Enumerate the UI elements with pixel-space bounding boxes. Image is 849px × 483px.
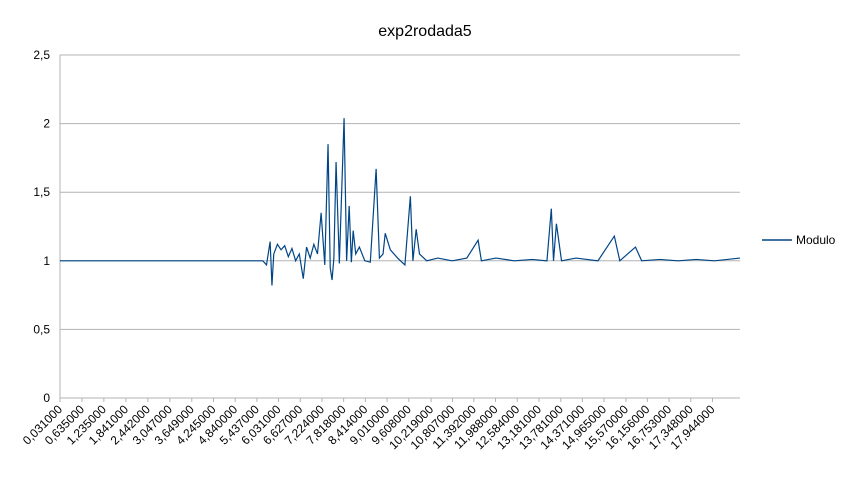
y-tick-label: 1,5 xyxy=(33,185,50,199)
data-line xyxy=(60,118,741,286)
legend-label: Modulo xyxy=(796,233,836,247)
y-tick-label: 0,5 xyxy=(33,322,50,336)
y-tick-label: 0 xyxy=(43,391,50,405)
chart-title: exp2rodada5 xyxy=(378,23,472,40)
y-tick-label: 2 xyxy=(43,117,50,131)
y-tick-label: 1 xyxy=(43,254,50,268)
y-tick-label: 2,5 xyxy=(33,48,50,62)
